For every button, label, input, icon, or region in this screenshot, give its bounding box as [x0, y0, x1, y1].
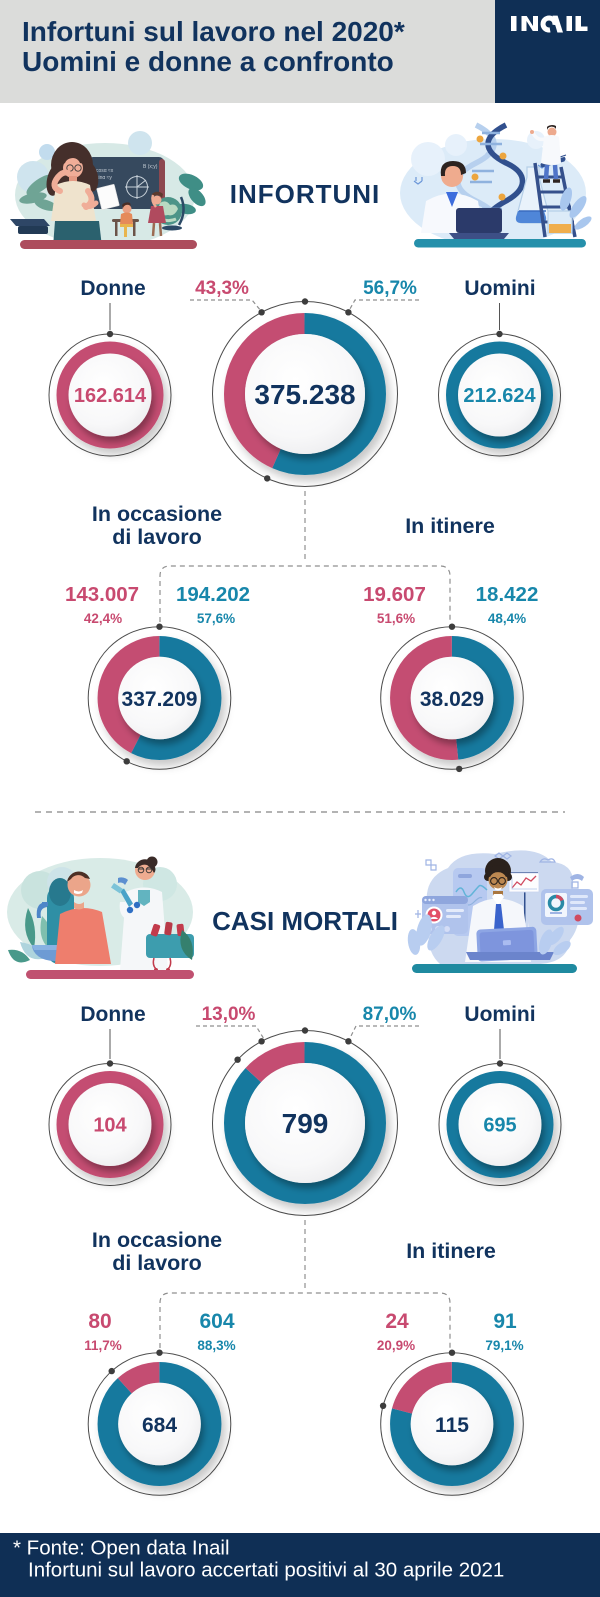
svg-text:Uomini: Uomini	[464, 277, 535, 300]
svg-text:91: 91	[493, 1310, 517, 1333]
svg-text:13,0%: 13,0%	[202, 1004, 256, 1025]
svg-text:In occasione: In occasione	[92, 1228, 222, 1252]
svg-text:143.007: 143.007	[65, 583, 139, 606]
svg-text:CASI MORTALI: CASI MORTALI	[212, 906, 398, 936]
svg-text:604: 604	[199, 1310, 234, 1333]
svg-text:18.422: 18.422	[476, 583, 539, 606]
svg-text:212.624: 212.624	[463, 385, 536, 407]
svg-text:24: 24	[385, 1310, 409, 1333]
svg-text:Donne: Donne	[80, 1003, 145, 1026]
svg-text:In occasione: In occasione	[92, 502, 222, 526]
svg-text:43,3%: 43,3%	[195, 278, 249, 299]
svg-text:Uomini: Uomini	[464, 1003, 535, 1026]
svg-text:di lavoro: di lavoro	[112, 525, 202, 549]
svg-text:56,7%: 56,7%	[363, 278, 417, 299]
svg-text:11,7%: 11,7%	[84, 1338, 122, 1353]
svg-text:87,0%: 87,0%	[363, 1004, 417, 1025]
svg-text:799: 799	[282, 1108, 329, 1139]
svg-text:cosα ≈x: cosα ≈x	[96, 168, 114, 174]
svg-text:48,4%: 48,4%	[488, 611, 526, 626]
svg-text:20,9%: 20,9%	[377, 1338, 415, 1353]
svg-text:684: 684	[142, 1414, 177, 1437]
svg-text:Donne: Donne	[80, 277, 145, 300]
svg-text:di lavoro: di lavoro	[112, 1251, 202, 1275]
svg-text:B (x;y): B (x;y)	[143, 164, 158, 170]
svg-text:sinα ≈y: sinα ≈y	[96, 175, 112, 181]
svg-text:194.202: 194.202	[176, 583, 250, 606]
svg-text:19.607: 19.607	[363, 583, 426, 606]
svg-text:Infortuni sul lavoro accertati: Infortuni sul lavoro accertati positivi …	[28, 1559, 504, 1582]
svg-text:104: 104	[93, 1115, 127, 1137]
svg-text:INFORTUNI: INFORTUNI	[230, 179, 381, 209]
svg-text:* Fonte: Open data Inail: * Fonte: Open data Inail	[13, 1537, 230, 1560]
svg-text:115: 115	[435, 1414, 469, 1437]
svg-text:In itinere: In itinere	[406, 1239, 496, 1263]
svg-text:In itinere: In itinere	[405, 514, 495, 538]
svg-text:57,6%: 57,6%	[197, 611, 235, 626]
svg-text:695: 695	[483, 1115, 516, 1137]
svg-text:38.029: 38.029	[420, 688, 484, 711]
svg-text:Infortuni sul lavoro nel 2020*: Infortuni sul lavoro nel 2020*	[22, 16, 405, 47]
svg-text:Uomini e donne a confronto: Uomini e donne a confronto	[22, 46, 394, 77]
svg-text:42,4%: 42,4%	[84, 611, 122, 626]
svg-text:80: 80	[88, 1310, 111, 1333]
svg-text:79,1%: 79,1%	[485, 1338, 523, 1353]
svg-text:375.238: 375.238	[254, 379, 355, 410]
svg-text:51,6%: 51,6%	[377, 611, 415, 626]
svg-text:88,3%: 88,3%	[197, 1338, 235, 1353]
svg-text:337.209: 337.209	[122, 688, 198, 711]
svg-text:162.614: 162.614	[74, 385, 147, 407]
